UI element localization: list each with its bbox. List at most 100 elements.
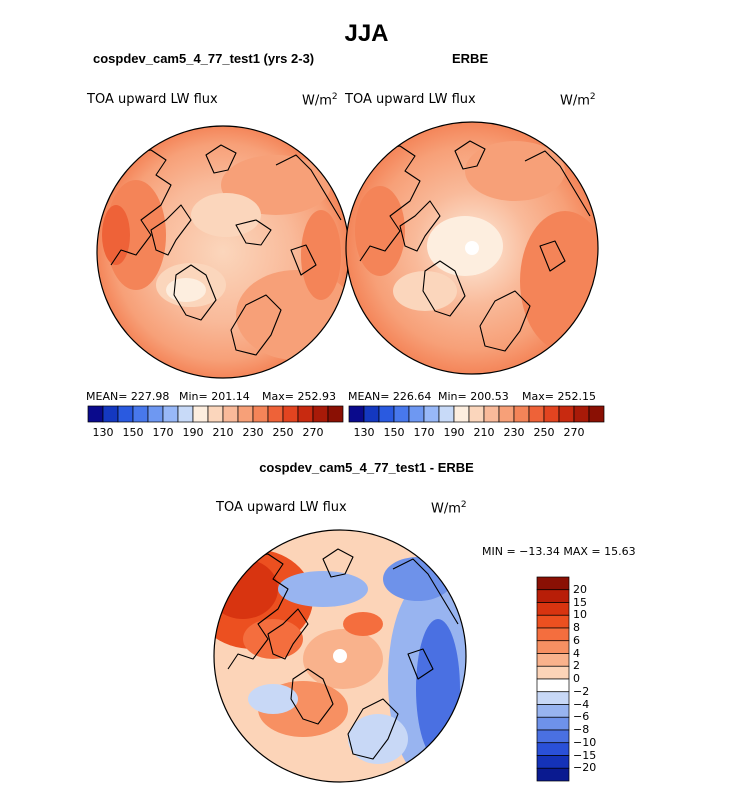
colorbar-tick-label: 170: [413, 426, 435, 439]
diff-colorbar-cell: [536, 614, 570, 629]
colorbar-cell: [102, 405, 119, 423]
figure-title: JJA: [344, 20, 389, 47]
model-polar-map: [96, 125, 350, 379]
model-panel-title: cospdev_cam5_4_77_test1 (yrs 2-3): [93, 51, 315, 66]
colorbar-cell: [147, 405, 164, 423]
diff-colorbar-cell: [536, 640, 570, 654]
colorbar-tick-label: 190: [182, 426, 204, 439]
obs-variable-label: TOA upward LW flux: [345, 92, 476, 107]
colorbar-cell: [267, 405, 284, 423]
colorbar-tick-label: 170: [152, 426, 174, 439]
colorbar-tick-label: 230: [503, 426, 525, 439]
colorbar-cell: [408, 405, 425, 423]
diff-colorbar-tick-label: −20: [573, 761, 597, 775]
colorbar-cell: [348, 405, 365, 423]
diff-colorbar-tick-label: 4: [573, 646, 580, 660]
diff-colorbar-tick-label: −2: [573, 684, 590, 698]
diff-colorbar-tick-label: −4: [573, 697, 590, 711]
colorbar-cell: [588, 405, 605, 423]
colorbar-cell: [393, 405, 410, 423]
colorbar-tick-label: 210: [473, 426, 495, 439]
diff-colorbar-cell: [536, 691, 570, 705]
colorbar-tick-label: 270: [563, 426, 585, 439]
colorbar-tick-label: 270: [302, 426, 324, 439]
colorbar-cell: [312, 405, 329, 423]
colorbar-tick-label: 230: [242, 426, 264, 439]
diff-colorbar-tick-label: −15: [573, 748, 597, 762]
diff-colorbar-cell: [536, 653, 570, 667]
colorbar-tick-label: 210: [212, 426, 234, 439]
diff-colorbar-tick-label: 15: [573, 595, 587, 609]
diff-colorbar-tick-label: 10: [573, 608, 587, 622]
colorbar-tick-label: 250: [272, 426, 294, 439]
diff-minmax: MIN = −13.34 MAX = 15.63: [482, 545, 636, 558]
diff-colorbar-tick-label: 6: [573, 633, 580, 647]
colorbar-cell: [117, 405, 134, 423]
colorbar-cell: [498, 405, 515, 423]
model-units-label: W/m2: [302, 92, 338, 109]
diff-colorbar-tick-label: 2: [573, 659, 580, 673]
diff-polar-map: [213, 529, 467, 783]
colorbar-tick-label: 130: [92, 426, 114, 439]
obs-polar-map: [345, 121, 599, 375]
diff-colorbar-tick-label: −10: [573, 735, 597, 749]
model-colorbar: [87, 405, 344, 423]
colorbar-cell: [363, 405, 380, 423]
colorbar-cell: [327, 405, 344, 423]
obs-max: Max= 252.15: [522, 390, 596, 403]
colorbar-cell: [87, 405, 104, 423]
diff-colorbar-tick-label: −8: [573, 723, 590, 736]
diff-pole-hole: [333, 649, 347, 663]
colorbar-cell: [222, 405, 239, 423]
obs-panel-title: ERBE: [452, 51, 489, 66]
model-variable-label: TOA upward LW flux: [87, 92, 218, 107]
colorbar-cell: [237, 405, 254, 423]
diff-units-label: W/m2: [431, 500, 467, 517]
model-mean: MEAN= 227.98: [86, 390, 170, 403]
colorbar-cell: [558, 405, 575, 423]
colorbar-cell: [192, 405, 209, 423]
diff-panel-title: cospdev_cam5_4_77_test1 - ERBE: [259, 460, 474, 475]
diff-colorbar-cell: [536, 678, 570, 693]
diff-colorbar-cell: [536, 602, 570, 616]
colorbar-cell: [297, 405, 314, 423]
obs-colorbar: [348, 405, 605, 423]
diff-colorbar: [536, 576, 570, 782]
diff-colorbar-cell: [536, 767, 570, 782]
colorbar-cell: [207, 405, 224, 423]
diff-variable-label: TOA upward LW flux: [216, 500, 347, 515]
colorbar-cell: [132, 405, 149, 423]
obs-units-label: W/m2: [560, 92, 596, 109]
diff-colorbar-cell: [536, 755, 570, 769]
colorbar-cell: [162, 405, 179, 423]
colorbar-cell: [378, 405, 395, 423]
colorbar-tick-label: 150: [122, 426, 144, 439]
colorbar-cell: [453, 405, 470, 423]
diff-colorbar-tick-label: −6: [573, 710, 590, 724]
diff-colorbar-cell: [536, 627, 570, 642]
diff-colorbar-cell: [536, 729, 570, 744]
model-max: Max= 252.93: [262, 390, 336, 403]
diff-colorbar-cell: [536, 576, 570, 591]
diff-colorbar-tick-label: 20: [573, 582, 587, 596]
colorbar-cell: [252, 405, 269, 423]
diff-colorbar-cell: [536, 742, 570, 756]
colorbar-tick-label: 190: [443, 426, 465, 439]
diff-colorbar-tick-label: 8: [573, 621, 580, 634]
diff-colorbar-tick-label: 0: [573, 672, 580, 685]
colorbar-cell: [423, 405, 440, 423]
diff-colorbar-cell: [536, 716, 570, 731]
diff-colorbar-cell: [536, 589, 570, 603]
colorbar-tick-label: 150: [383, 426, 405, 439]
obs-mean: MEAN= 226.64: [348, 390, 432, 403]
obs-min: Min= 200.53: [438, 390, 509, 403]
colorbar-cell: [468, 405, 485, 423]
colorbar-cell: [483, 405, 500, 423]
colorbar-cell: [543, 405, 560, 423]
colorbar-cell: [573, 405, 590, 423]
diff-colorbar-cell: [536, 704, 570, 718]
model-min: Min= 201.14: [179, 390, 250, 403]
colorbar-cell: [177, 405, 194, 423]
diff-colorbar-cell: [536, 665, 570, 680]
colorbar-cell: [438, 405, 455, 423]
